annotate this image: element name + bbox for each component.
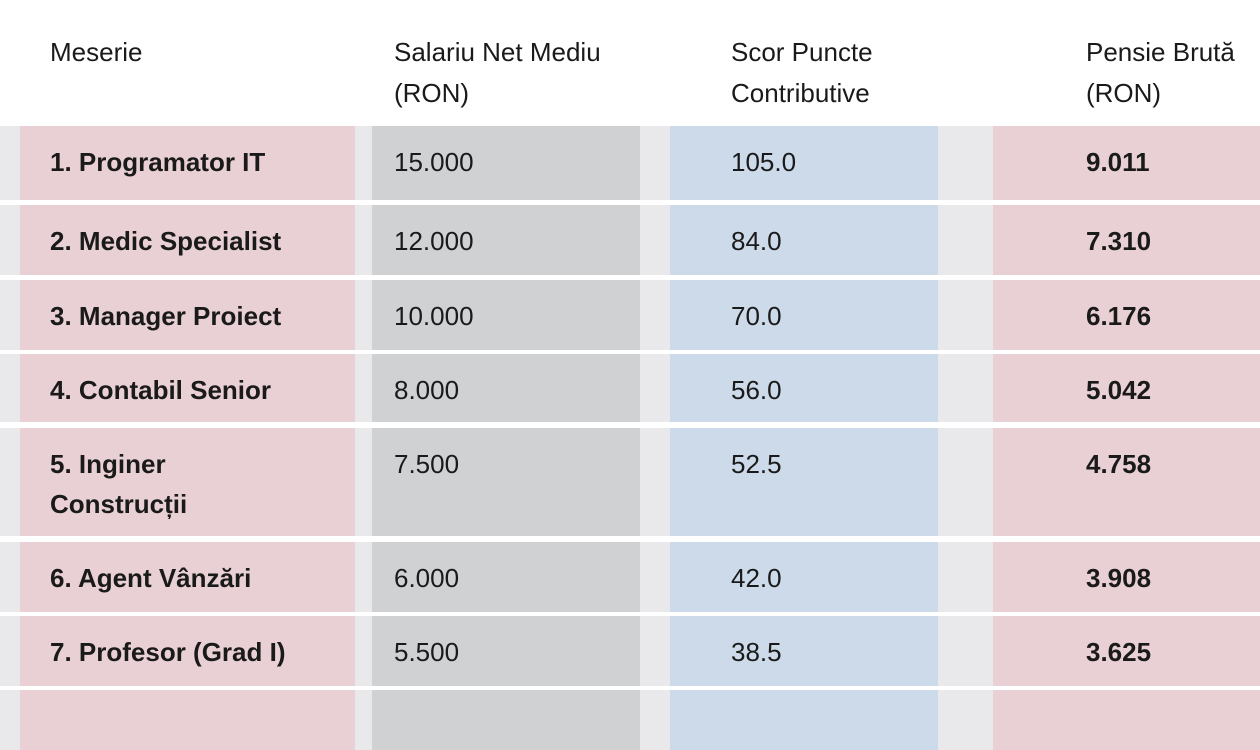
table-row <box>0 690 1260 750</box>
header-line: (RON) <box>394 78 470 108</box>
table-row: 6. Agent Vânzări 6.000 42.0 3.908 <box>0 542 1260 612</box>
header-line: (RON) <box>1086 78 1162 108</box>
cell-pensie: 6.176 <box>993 280 1260 350</box>
cell-scor: 70.0 <box>670 280 938 350</box>
cell-pensie: 7.310 <box>993 205 1260 275</box>
table-row: 5. Inginer Construcții 7.500 52.5 4.758 <box>0 428 1260 536</box>
header-pensie: Pensie Brută (RON) <box>1086 32 1235 114</box>
cell-meserie: 1. Programator IT <box>20 126 355 200</box>
table-row: 1. Programator IT 15.000 105.0 9.011 <box>0 126 1260 200</box>
header-salariu: Salariu Net Mediu (RON) <box>394 32 601 114</box>
cell-pensie: 3.908 <box>993 542 1260 612</box>
cell-scor: 42.0 <box>670 542 938 612</box>
cell-salariu: 5.500 <box>372 616 640 686</box>
cell-scor <box>670 690 938 750</box>
header-meserie: Meserie <box>50 32 142 73</box>
cell-pensie <box>993 690 1260 750</box>
cell-meserie: 4. Contabil Senior <box>20 354 355 422</box>
cell-meserie <box>20 690 355 750</box>
cell-scor: 84.0 <box>670 205 938 275</box>
table-row: 2. Medic Specialist 12.000 84.0 7.310 <box>0 205 1260 275</box>
header-line: Contributive <box>731 78 870 108</box>
cell-scor: 38.5 <box>670 616 938 686</box>
cell-salariu: 8.000 <box>372 354 640 422</box>
cell-scor: 52.5 <box>670 428 938 536</box>
cell-pensie: 3.625 <box>993 616 1260 686</box>
cell-scor: 56.0 <box>670 354 938 422</box>
header-line: Pensie Brută <box>1086 37 1235 67</box>
cell-pensie: 9.011 <box>993 126 1260 200</box>
cell-pensie: 4.758 <box>993 428 1260 536</box>
table-row: 7. Profesor (Grad I) 5.500 38.5 3.625 <box>0 616 1260 686</box>
cell-salariu: 10.000 <box>372 280 640 350</box>
cell-meserie: 6. Agent Vânzări <box>20 542 355 612</box>
cell-salariu: 15.000 <box>372 126 640 200</box>
table-row: 3. Manager Proiect 10.000 70.0 6.176 <box>0 280 1260 350</box>
cell-salariu: 6.000 <box>372 542 640 612</box>
table-row: 4. Contabil Senior 8.000 56.0 5.042 <box>0 354 1260 422</box>
cell-meserie: 5. Inginer Construcții <box>20 428 355 536</box>
cell-scor: 105.0 <box>670 126 938 200</box>
cell-pensie: 5.042 <box>993 354 1260 422</box>
header-scor: Scor Puncte Contributive <box>731 32 873 114</box>
cell-meserie: 3. Manager Proiect <box>20 280 355 350</box>
cell-salariu: 7.500 <box>372 428 640 536</box>
cell-salariu: 12.000 <box>372 205 640 275</box>
header-line: Meserie <box>50 37 143 67</box>
cell-meserie: 7. Profesor (Grad I) <box>20 616 355 686</box>
cell-salariu <box>372 690 640 750</box>
cell-meserie: 2. Medic Specialist <box>20 205 355 275</box>
header-line: Salariu Net Mediu <box>394 37 601 67</box>
header-line: Scor Puncte <box>731 37 873 67</box>
